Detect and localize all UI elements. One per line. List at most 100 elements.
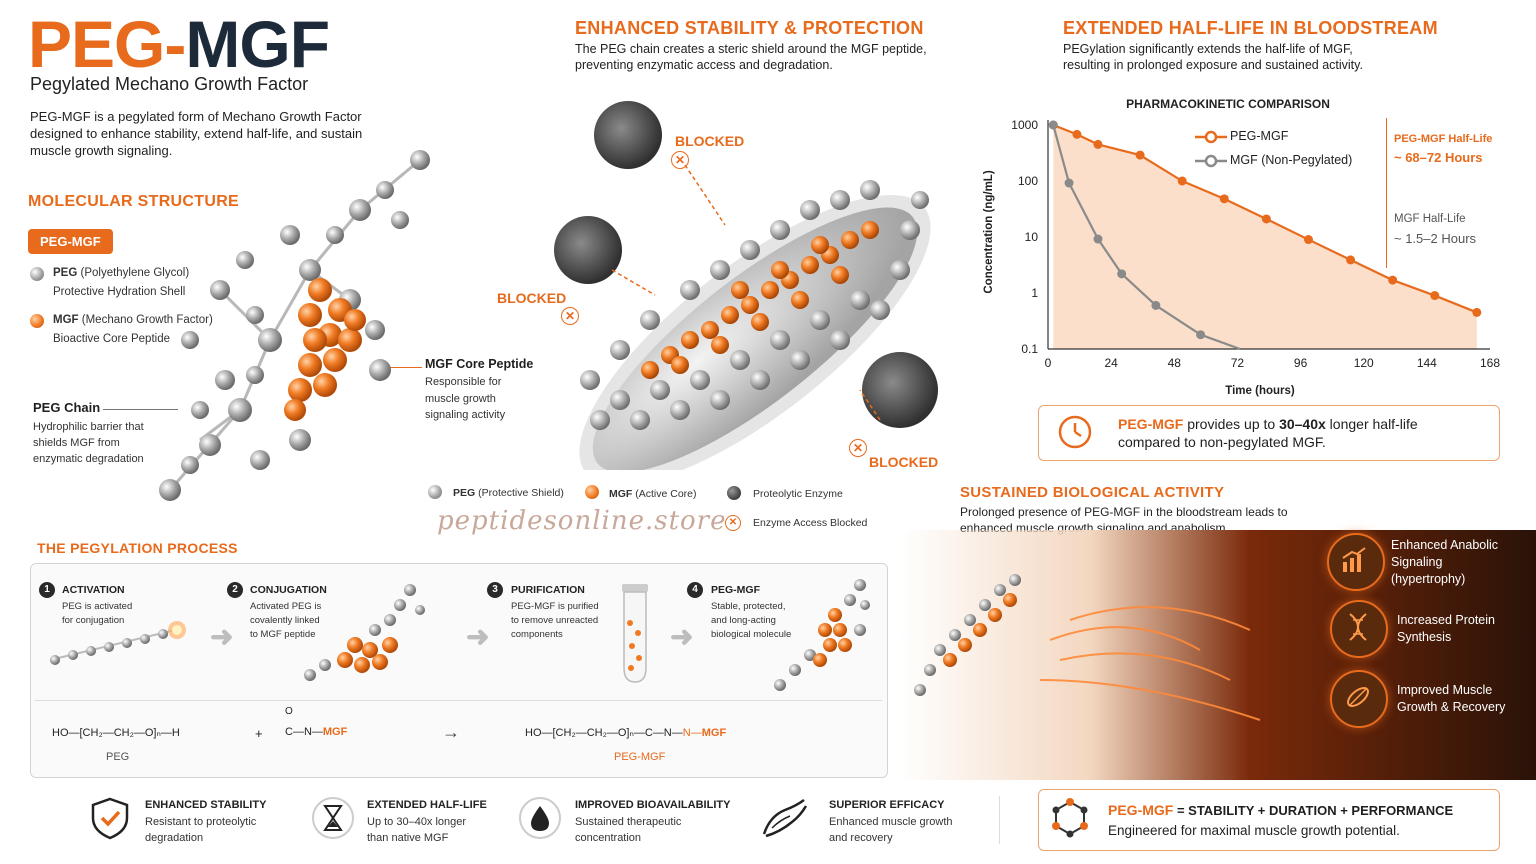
series-0-point-4 bbox=[1177, 176, 1187, 186]
page-title: PEG-MGF bbox=[28, 6, 330, 82]
title-peg: PEG bbox=[28, 7, 165, 81]
series-0-point-3 bbox=[1135, 150, 1145, 160]
halflife-desc: PEGylation significantly extends the hal… bbox=[1063, 42, 1363, 72]
series-0-point-9 bbox=[1388, 275, 1398, 285]
mgf-core-title: MGF Core Peptide bbox=[425, 357, 534, 371]
muscle-icon bbox=[762, 798, 808, 838]
stability-desc: The PEG chain creates a steric shield ar… bbox=[575, 42, 927, 72]
x-tick-label-4: 96 bbox=[1294, 356, 1308, 370]
legend-peg-name: PEG bbox=[53, 267, 78, 279]
step-4-title: PEG-MGF bbox=[711, 584, 760, 596]
callout-line-1: PEG-MGF provides up to 30–40x longer hal… bbox=[1118, 416, 1418, 432]
series-0-point-7 bbox=[1303, 235, 1313, 245]
chart-title: PHARMACOKINETIC COMPARISON bbox=[1126, 97, 1330, 111]
benefit-2-title: EXTENDED HALF-LIFE bbox=[367, 799, 487, 811]
blocked-x-icon-2: ✕ bbox=[561, 307, 579, 325]
y-tick-label-3: 1 bbox=[1031, 286, 1038, 300]
peg-mgf-molecule-illustration bbox=[159, 150, 430, 501]
peg-chain-atoms bbox=[159, 150, 430, 501]
x-tick-label-0: 0 bbox=[1045, 356, 1052, 370]
step-4-desc: Stable, protected, and long-acting biolo… bbox=[711, 601, 792, 640]
peg-formula: HO—[CH₂—CH₂—O]ₙ—H bbox=[52, 727, 180, 739]
process-divider bbox=[34, 700, 882, 701]
series-1-point-0 bbox=[1048, 120, 1058, 130]
benefit-3-desc: Sustained therapeutic concentration bbox=[575, 816, 682, 844]
step-arrow-3: ➜ bbox=[670, 621, 694, 652]
peg-mgf-area bbox=[1053, 125, 1477, 349]
legend-mgf-core-name: MGF bbox=[609, 488, 633, 500]
legend-series-mgf: MGF (Non-Pegylated) bbox=[1230, 153, 1353, 167]
series-1-point-2 bbox=[1093, 234, 1103, 244]
series-0-point-10 bbox=[1430, 291, 1440, 301]
mgf-core-leader bbox=[372, 367, 422, 368]
muscle-fibers-illustration bbox=[914, 574, 1261, 721]
x-tick-label-3: 72 bbox=[1231, 356, 1245, 370]
mgf-reactant-formula: C—N— bbox=[285, 726, 323, 738]
series-0-point-1 bbox=[1072, 129, 1082, 139]
x-tick-label-5: 120 bbox=[1354, 356, 1374, 370]
y-tick-label-2: 10 bbox=[1025, 230, 1039, 244]
test-tube-icon bbox=[622, 584, 648, 683]
summary-formula: = STABILITY + DURATION + PERFORMANCE bbox=[1173, 803, 1454, 818]
halflife-title: EXTENDED HALF-LIFE IN BLOODSTREAM bbox=[1063, 18, 1438, 38]
series-0-point-5 bbox=[1219, 194, 1229, 204]
step-4-number: 4 bbox=[687, 582, 703, 598]
product-formula-n: N— bbox=[682, 727, 702, 739]
benefit-4-desc: Enhanced muscle growth and recovery bbox=[829, 816, 953, 844]
chart-legend-swatches bbox=[1195, 130, 1227, 168]
series-0-point-6 bbox=[1261, 214, 1271, 224]
y-tick-label-1: 100 bbox=[1018, 174, 1038, 188]
hourglass-icon bbox=[312, 797, 354, 839]
callout-line-2: compared to non-pegylated MGF. bbox=[1118, 434, 1326, 450]
step-2-desc: Activated PEG is covalently linked to MG… bbox=[250, 601, 322, 640]
legend-mgf-sub: Bioactive Core Peptide bbox=[53, 333, 170, 345]
process-title: THE PEGYLATION PROCESS bbox=[37, 540, 238, 556]
legend-peg-shield: PEG (Protective Shield) bbox=[453, 485, 564, 501]
legend-mgf-core-detail: (Active Core) bbox=[632, 488, 697, 500]
step-1-desc: PEG is activated for conjugation bbox=[62, 601, 133, 626]
process-panel bbox=[30, 563, 888, 778]
legend-series-peg-mgf: PEG-MGF bbox=[1230, 129, 1289, 143]
legend-mgf-detail: (Mechano Growth Factor) bbox=[78, 314, 213, 326]
blocked-label-2: BLOCKED bbox=[497, 290, 567, 306]
product-formula: HO—[CH₂—CH₂—O]ₙ—C—N—N—MGF bbox=[525, 726, 726, 739]
product-formula-chain: HO—[CH₂—CH₂—O]ₙ—C—N— bbox=[525, 727, 683, 739]
bio-item-2: Increased Protein Synthesis bbox=[1397, 613, 1495, 644]
shielded-peptide-illustration bbox=[554, 101, 938, 470]
legend-mgf-name: MGF bbox=[53, 314, 79, 326]
bio-item-3: Improved Muscle Growth & Recovery bbox=[1397, 683, 1506, 714]
mgf-core-desc: Responsible for muscle growth signaling … bbox=[425, 376, 506, 421]
x-tick-label-1: 24 bbox=[1104, 356, 1118, 370]
step-2-title: CONJUGATION bbox=[250, 584, 327, 596]
proteolytic-enzymes bbox=[554, 101, 938, 428]
benefit-3-title: IMPROVED BIOAVAILABILITY bbox=[575, 799, 731, 811]
legend-enzyme: Proteolytic Enzyme bbox=[753, 488, 843, 500]
benefit-4-title: SUPERIOR EFFICACY bbox=[829, 799, 945, 811]
blocked-label-3: BLOCKED bbox=[869, 454, 939, 470]
mgf-reactant: C—N—MGF bbox=[285, 726, 347, 738]
legend-mgf-core: MGF (Active Core) bbox=[609, 486, 697, 502]
legend-mgf-swatch bbox=[1204, 154, 1218, 168]
legend-mgf: MGF (Mechano Growth Factor) bbox=[53, 312, 213, 328]
callout-emph: 30–40x bbox=[1279, 416, 1326, 432]
annotation-peg-value: ~ 68–72 Hours bbox=[1394, 150, 1483, 165]
enzyme-blocked-legend-icon: ✕ bbox=[725, 515, 741, 531]
step-2-number: 2 bbox=[227, 582, 243, 598]
stability-title: ENHANCED STABILITY & PROTECTION bbox=[575, 18, 924, 38]
halflife-marker-line bbox=[1386, 118, 1387, 268]
peg-chain-desc: Hydrophilic barrier that shields MGF fro… bbox=[33, 421, 144, 465]
peg-mgf-badge: PEG-MGF bbox=[28, 229, 113, 254]
mgf-reactant-tag: MGF bbox=[322, 726, 348, 738]
title-mgf: MGF bbox=[185, 7, 330, 81]
annotation-mgf-value: ~ 1.5–2 Hours bbox=[1394, 231, 1477, 246]
series-1-point-5 bbox=[1196, 330, 1206, 340]
x-tick-label-6: 144 bbox=[1417, 356, 1437, 370]
shield-check-icon bbox=[91, 797, 129, 840]
peg-formula-label: PEG bbox=[106, 751, 130, 763]
mgf-core-legend-icon bbox=[585, 485, 599, 499]
annotation-peg-label: PEG-MGF Half-Life bbox=[1394, 133, 1493, 145]
muscle-fiber-glyph bbox=[1347, 687, 1369, 707]
muscle-arm-illustration bbox=[900, 530, 1536, 780]
blocked-x-icon-3: ✕ bbox=[849, 439, 867, 457]
activated-peg-illustration bbox=[49, 621, 186, 665]
